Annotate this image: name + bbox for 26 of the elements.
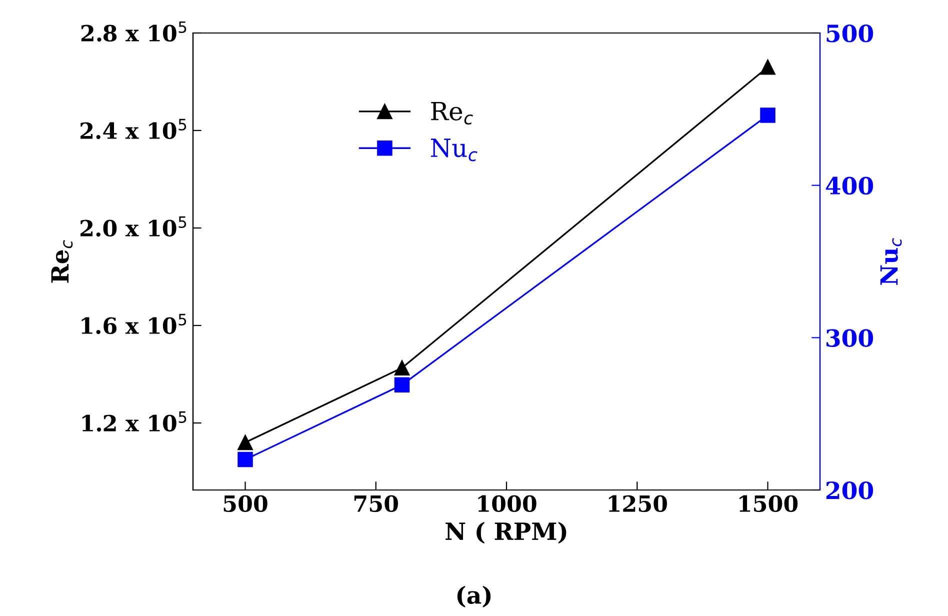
point: [760, 108, 776, 123]
y2-tick-label: 500: [826, 24, 874, 42]
y2-tick-label: 400: [826, 176, 874, 195]
x-tick-label: 500: [224, 495, 268, 512]
x-tick-label: 1000: [478, 495, 536, 512]
y-axis-title: Re$_{c}$: [51, 240, 73, 283]
point: [238, 434, 253, 450]
point: [394, 377, 410, 393]
x-tick-label: 1500: [740, 495, 798, 512]
y-tick-label: 2.8 x 10$^{5}$: [81, 21, 186, 42]
point: [394, 360, 410, 376]
y-tick-label: 2.4 x 10$^{5}$: [80, 118, 186, 140]
y2-tick-label: 300: [826, 329, 874, 347]
legend-label: Nu$_{c}$: [430, 138, 478, 162]
point: [238, 452, 253, 468]
legend-label: Re$_{c}$: [431, 102, 473, 125]
y2-tick-label: 200: [826, 481, 874, 500]
y-tick-label: 1.6 x 10$^{5}$: [82, 314, 186, 334]
y-tick-label: 2.0 x 10$^{5}$: [80, 216, 186, 237]
y2-axis-title: Nu$_{c}$: [880, 238, 902, 285]
y-tick-label: 1.2 x 10$^{5}$: [82, 411, 186, 432]
x-axis-title: N ( RPM): [446, 522, 566, 544]
text: (a): [457, 586, 491, 608]
point: [760, 59, 776, 75]
x-tick-label: 1250: [608, 495, 668, 512]
x-tick-label: 750: [354, 495, 398, 512]
